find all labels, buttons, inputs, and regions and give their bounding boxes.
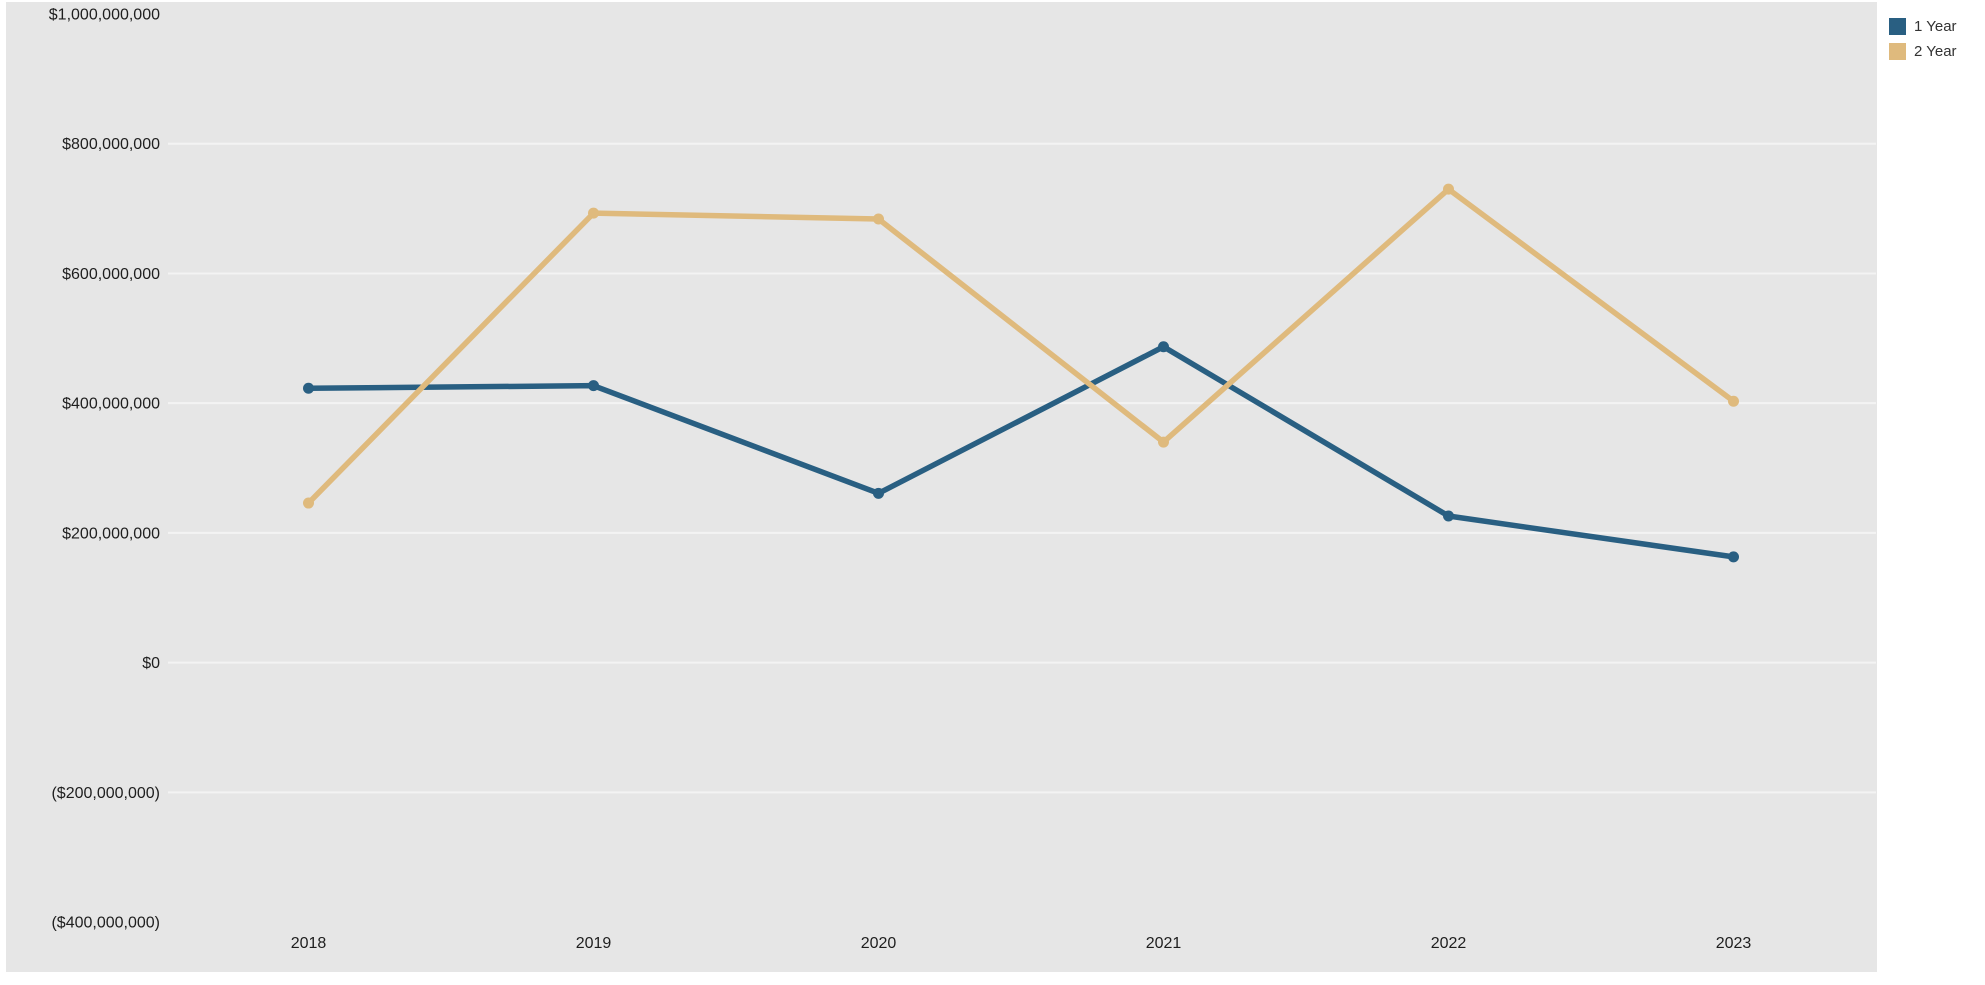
y-axis-tick-label: $1,000,000,000 <box>49 7 160 24</box>
x-axis-category-label: 2019 <box>576 935 612 952</box>
data-point-marker[interactable] <box>1728 395 1739 407</box>
y-axis-tick-label: $400,000,000 <box>62 396 160 413</box>
data-point-marker[interactable] <box>1158 436 1169 448</box>
legend: 1 Year 2 Year <box>1889 18 1957 60</box>
y-axis-tick-label: $200,000,000 <box>62 525 160 542</box>
legend-label-1-year: 1 Year <box>1914 18 1957 35</box>
legend-swatch-1-year <box>1889 18 1906 35</box>
data-point-marker[interactable] <box>1728 551 1739 563</box>
data-point-marker[interactable] <box>588 380 599 392</box>
y-axis-tick-label: $600,000,000 <box>62 266 160 283</box>
data-point-marker[interactable] <box>873 487 884 499</box>
legend-item-1-year[interactable]: 1 Year <box>1889 18 1957 35</box>
data-point-marker[interactable] <box>588 207 599 219</box>
x-axis-category-label: 2021 <box>1146 935 1182 952</box>
x-axis-category-label: 2018 <box>291 935 327 952</box>
y-axis-tick-label: $0 <box>142 655 160 672</box>
legend-swatch-2-year <box>1889 43 1906 60</box>
y-axis-tick-label: ($400,000,000) <box>51 915 160 932</box>
plot-pane <box>6 2 1877 972</box>
x-axis-category-label: 2020 <box>861 935 897 952</box>
data-point-marker[interactable] <box>1158 341 1169 353</box>
series-line-2-year <box>305 186 1737 506</box>
legend-item-2-year[interactable]: 2 Year <box>1889 43 1957 60</box>
series-line-1-year <box>305 343 1737 560</box>
data-point-marker[interactable] <box>873 213 884 225</box>
y-axis-tick-label: ($200,000,000) <box>51 785 160 802</box>
data-point-marker[interactable] <box>303 497 314 509</box>
data-point-marker[interactable] <box>303 382 314 394</box>
data-point-marker[interactable] <box>1443 183 1454 195</box>
data-point-marker[interactable] <box>1443 510 1454 522</box>
y-axis-tick-label: $800,000,000 <box>62 136 160 153</box>
legend-label-2-year: 2 Year <box>1914 43 1957 60</box>
x-axis-category-label: 2023 <box>1716 935 1752 952</box>
x-axis-category-label: 2022 <box>1431 935 1467 952</box>
